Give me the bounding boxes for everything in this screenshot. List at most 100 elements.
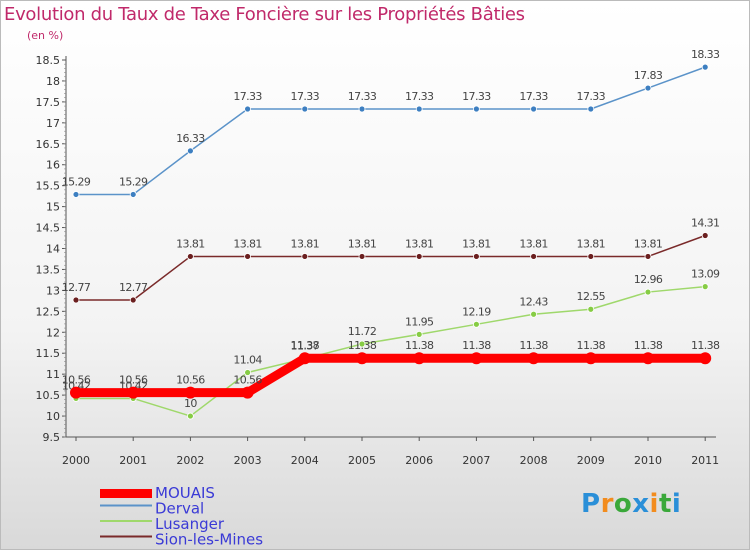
data-label: 17.33: [405, 90, 434, 103]
data-label: 17.33: [233, 90, 262, 103]
data-point: [70, 386, 82, 399]
y-tick-label: 11: [46, 368, 60, 381]
y-tick-label: 17: [46, 117, 60, 130]
data-point: [701, 63, 709, 71]
data-point: [358, 105, 366, 113]
data-label: 11.38: [348, 339, 377, 352]
series-mouais: 10.56 10.56 10.56 10.56 11.38 11.38 11.38 11.38…: [62, 339, 721, 399]
data-label: 12.77: [62, 281, 91, 294]
data-point: [356, 352, 368, 365]
data-label: 12.43: [519, 295, 548, 308]
x-tick-label: 2003: [234, 454, 262, 467]
series-sion-les-mines: 12.77 12.77 13.81 13.81 13.81 13.81 13.81 13.81…: [62, 217, 720, 304]
data-point: [415, 330, 423, 338]
proxiti-logo: Proxiti: [581, 489, 681, 519]
legend-label-lusanger: Lusanger: [155, 515, 225, 533]
y-tick-label: 15: [46, 201, 60, 214]
legend-label-sion-les-mines: Sion-les-Mines: [155, 531, 263, 549]
data-point: [129, 191, 137, 198]
logo-letter: P: [581, 489, 601, 519]
data-point: [244, 369, 252, 376]
y-tick-label: 16.5: [36, 138, 61, 151]
data-label: 11.37: [291, 340, 320, 353]
data-point: [129, 296, 137, 304]
y-tick-label: 10.5: [36, 389, 61, 402]
data-point: [530, 310, 537, 318]
logo-letter: r: [600, 489, 614, 519]
series-line: [76, 66, 706, 196]
y-tick-label: 14.5: [36, 222, 61, 235]
legend-label-derval: Derval: [155, 500, 204, 518]
data-point: [642, 352, 654, 365]
data-label: 12.96: [634, 273, 663, 286]
logo-letter: i: [649, 489, 659, 519]
data-label: 11.72: [348, 325, 377, 338]
data-label: 12.77: [119, 281, 148, 294]
x-tick-label: 2002: [176, 454, 204, 467]
data-label: 18.33: [691, 48, 720, 61]
data-point: [530, 105, 537, 113]
logo-letter: t: [658, 489, 672, 519]
series-line: [76, 234, 706, 301]
data-label: 13.81: [634, 237, 663, 250]
legend-swatch-sion-les-mines: [100, 535, 152, 538]
logo-letter: o: [613, 489, 633, 519]
y-axis-unit: (en %): [27, 29, 64, 42]
data-label: 11.38: [691, 339, 720, 352]
data-label: 12.55: [577, 290, 606, 303]
data-label: 13.09: [691, 268, 720, 281]
data-label: 16.33: [176, 132, 205, 145]
y-tick-label: 18: [46, 75, 60, 88]
data-point: [358, 340, 366, 348]
data-point: [415, 253, 423, 260]
data-point: [127, 386, 140, 399]
data-label: 11.04: [233, 353, 262, 366]
legend-swatch-lusanger: [100, 520, 152, 522]
data-label: 17.33: [348, 90, 377, 103]
data-label: 13.81: [405, 237, 434, 250]
data-label: 14.31: [691, 217, 720, 230]
data-point: [184, 386, 197, 399]
y-tick-label: 10: [46, 410, 60, 423]
data-label: 12.19: [462, 305, 491, 318]
data-label: 11.38: [519, 339, 548, 352]
y-tick-label: 17.5: [36, 96, 61, 109]
data-label: 17.33: [519, 90, 548, 103]
data-point: [358, 253, 366, 260]
data-point: [72, 296, 80, 304]
data-label: 10: [184, 397, 197, 410]
x-tick-label: 2000: [62, 454, 90, 467]
x-tick-label: 2010: [634, 454, 662, 467]
x-tick-label: 2001: [119, 454, 147, 467]
y-tick-label: 14: [46, 243, 60, 256]
data-point: [72, 191, 80, 198]
y-tick-label: 12: [46, 326, 60, 339]
data-point: [527, 352, 540, 365]
data-label: 13.81: [519, 237, 548, 250]
y-tick-label: 11.5: [36, 347, 61, 360]
x-tick-label: 2009: [577, 454, 605, 467]
data-label: 17.83: [634, 69, 663, 82]
data-label: 11.38: [462, 339, 491, 352]
data-label: 11.38: [634, 339, 663, 352]
data-point: [415, 105, 423, 113]
x-tick-label: 2007: [462, 454, 490, 467]
data-label: 10.56: [62, 374, 91, 387]
y-tick-label: 13: [46, 284, 60, 297]
data-label: 13.81: [577, 237, 606, 250]
data-point: [472, 105, 480, 113]
data-label: 15.29: [62, 175, 91, 188]
series-line: [76, 285, 706, 417]
legend-swatch-mouais: [100, 489, 152, 498]
data-point: [701, 232, 709, 239]
data-label: 10.56: [176, 374, 205, 387]
data-point: [587, 105, 595, 113]
series-derval: 15.29 15.29 16.33 17.33 17.33 17.33 17.33 17.33…: [62, 48, 721, 198]
y-tick-label: 9.5: [43, 431, 61, 444]
data-label: 11.95: [405, 315, 434, 328]
data-point: [186, 412, 194, 420]
y-tick-label: 12.5: [36, 305, 61, 318]
data-point: [244, 105, 252, 113]
logo-letter: x: [632, 489, 650, 519]
data-label: 17.33: [577, 90, 606, 103]
